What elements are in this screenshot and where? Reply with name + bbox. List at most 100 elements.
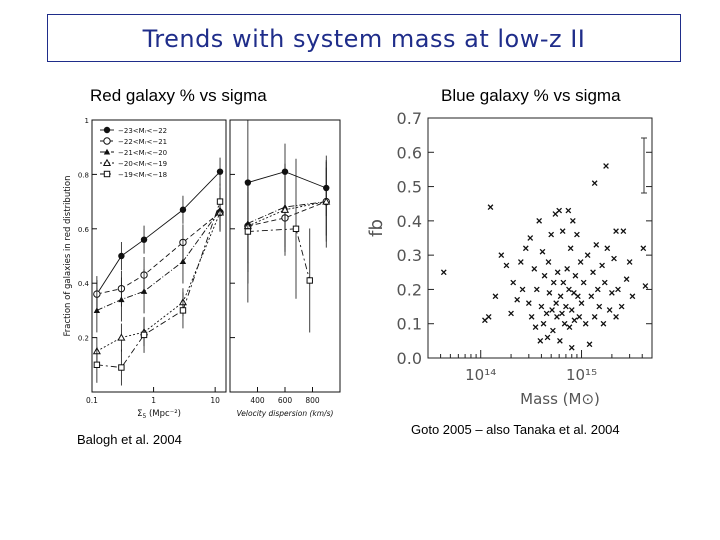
scatter-point: [539, 248, 546, 255]
scatter-point: [546, 289, 553, 296]
scatter-point: [601, 279, 608, 286]
data-point: [140, 288, 148, 294]
legend-marker: [102, 158, 112, 167]
y-tick-label: 0.3: [397, 246, 422, 265]
scatter-x-axis-label: Mass (M⊙): [520, 390, 600, 408]
scatter-point: [503, 262, 510, 269]
data-point: [117, 333, 126, 341]
title-box: Trends with system mass at low-z II: [47, 14, 681, 62]
left-caption: Red galaxy % vs sigma: [90, 86, 267, 105]
x-tick-label: 10¹⁵: [566, 366, 597, 384]
scatter-point: [604, 245, 611, 252]
left-credit: Balogh et al. 2004: [77, 432, 182, 447]
scatter-point: [586, 341, 593, 348]
panel-a-frame: [91, 119, 227, 393]
scatter-point: [575, 293, 581, 300]
scatter-point: [626, 259, 633, 265]
y-tick-label: 0.0: [397, 349, 422, 368]
scatter-point: [623, 276, 630, 283]
scatter-point: [556, 207, 563, 214]
series-line-b: [247, 228, 311, 281]
scatter-point: [590, 269, 596, 276]
scatter-point: [544, 334, 551, 341]
data-point: [179, 258, 187, 264]
scatter-point: [580, 279, 587, 286]
scatter-point: [600, 320, 607, 327]
scatter-point: [525, 300, 532, 307]
scatter-point: [565, 207, 572, 214]
scatter-point: [576, 313, 583, 320]
legend-label: −22<Mᵣ<−21: [118, 138, 167, 146]
series-line-a: [96, 201, 221, 368]
scatter-point: [548, 231, 555, 238]
y-tick-label: 0.2: [78, 335, 89, 343]
x-tick-label: 1: [151, 396, 156, 405]
y-tick-label: 1: [85, 117, 89, 125]
panel-a-x-axis-label: Σ5 (Mpc⁻²): [137, 409, 181, 420]
data-point: [118, 296, 125, 303]
scatter-frame: [427, 117, 653, 359]
scatter-point: [533, 286, 540, 293]
y-tick-label: 0.5: [397, 178, 422, 197]
scatter-point: [543, 310, 550, 317]
scatter-point: [618, 303, 625, 310]
scatter-point: [550, 279, 557, 286]
y-tick-label: 0.4: [78, 280, 90, 288]
scatter-point: [557, 337, 563, 344]
scatter-point: [582, 320, 589, 327]
legend-label: −20<Mᵣ<−19: [118, 160, 167, 168]
y-tick-label: 0.7: [397, 109, 422, 128]
y-tick-label: 0.6: [397, 143, 422, 162]
scatter-point: [591, 313, 598, 320]
x-tick-label: 0.1: [86, 396, 98, 405]
data-point: [140, 331, 148, 339]
scatter-point: [561, 320, 568, 327]
scatter-point: [615, 286, 621, 293]
scatter-point: [568, 307, 575, 313]
scatter-point: [557, 293, 564, 300]
scatter-point: [528, 313, 535, 320]
x-tick-label: 800: [305, 396, 320, 405]
scatter-point: [564, 265, 571, 272]
scatter-point: [531, 265, 538, 272]
scatter-point: [532, 324, 539, 331]
legend-marker: [103, 137, 111, 145]
y-tick-label: 0.4: [397, 212, 422, 231]
scatter-point: [508, 310, 514, 317]
scatter-point: [510, 279, 517, 286]
series-line-b: [247, 201, 327, 224]
scatter-point: [440, 269, 447, 276]
scatter-point: [554, 313, 560, 320]
scatter-point: [642, 283, 649, 289]
scatter-point: [541, 272, 548, 279]
legend-label: −19<Mᵣ<−18: [118, 171, 167, 179]
legend-label: −21<Mᵣ<−20: [118, 149, 167, 157]
data-point: [179, 206, 187, 213]
scatter-point: [613, 228, 619, 235]
series-line-a: [96, 171, 221, 295]
data-point: [322, 197, 331, 205]
scatter-point: [613, 313, 619, 320]
scatter-point: [540, 320, 547, 327]
scatter-point: [527, 235, 534, 241]
y-tick-label: 0.1: [397, 315, 422, 334]
y-tick-label: 0.6: [78, 226, 90, 234]
red-fraction-figure: 0.2 0.4 0.6 0.8 1 0.1 1 10 400 600 800 Fraction of …: [63, 117, 341, 420]
scatter-point: [536, 217, 543, 224]
scatter-point: [498, 252, 505, 259]
scatter-point: [538, 303, 545, 310]
data-point: [280, 205, 290, 213]
scatter-point: [591, 180, 598, 187]
scatter-point: [537, 337, 544, 344]
scatter-point: [566, 286, 572, 293]
scatter-point: [487, 204, 494, 211]
scatter-point: [611, 255, 617, 262]
series-line-a: [96, 212, 221, 295]
scatter-point: [567, 245, 574, 252]
scatter-point: [596, 303, 603, 310]
data-point: [244, 228, 252, 235]
scatter-point: [609, 289, 615, 296]
y-tick-label: 0.2: [397, 280, 422, 299]
data-point: [216, 168, 224, 175]
data-point: [292, 225, 300, 232]
